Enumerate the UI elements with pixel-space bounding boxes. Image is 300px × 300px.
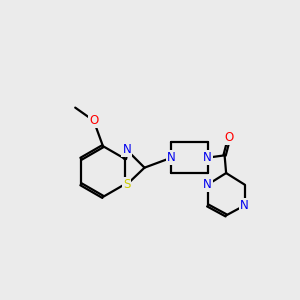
Text: O: O: [225, 131, 234, 144]
Text: N: N: [167, 151, 176, 164]
Text: N: N: [203, 178, 212, 191]
Text: S: S: [123, 178, 130, 191]
Text: O: O: [89, 114, 98, 127]
Text: N: N: [203, 151, 212, 164]
Text: N: N: [240, 199, 249, 212]
Text: N: N: [122, 143, 131, 157]
